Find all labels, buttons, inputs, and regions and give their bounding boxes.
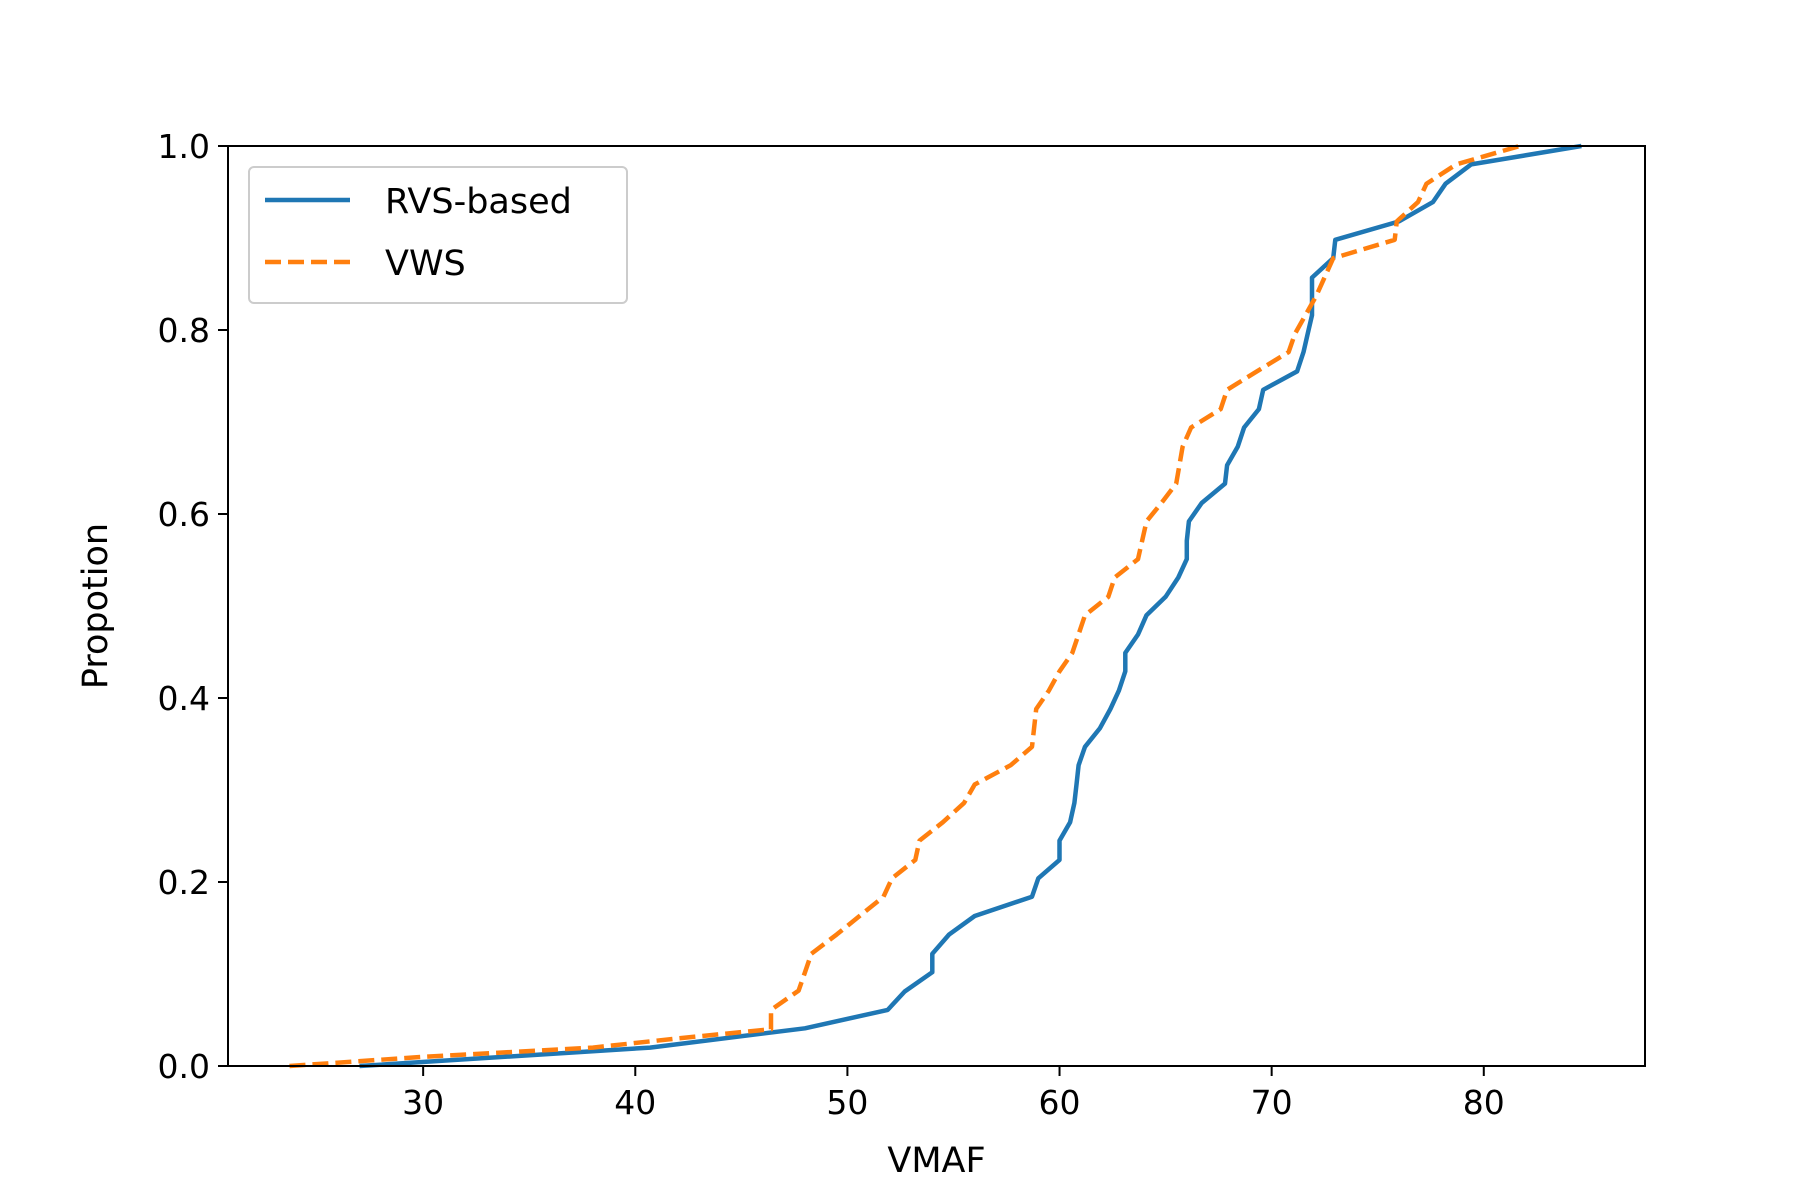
y-tick-label: 0.4	[158, 679, 210, 718]
y-tick-label: 0.2	[158, 863, 210, 902]
y-axis-ticks: 0.0 0.2 0.4 0.6 0.8 1.0	[158, 127, 228, 1086]
y-tick-label: 0.0	[158, 1047, 210, 1086]
y-axis-label: Propotion	[76, 523, 116, 689]
x-tick-label: 50	[826, 1083, 868, 1122]
x-axis-label: VMAF	[887, 1141, 985, 1181]
legend: RVS-based VWS	[248, 166, 628, 304]
plot-frame	[227, 145, 1646, 1067]
y-tick-label: 0.8	[158, 311, 210, 350]
y-tick-label: 0.6	[158, 495, 210, 534]
legend-label-vws: VWS	[385, 244, 466, 284]
x-tick-label: 30	[402, 1083, 444, 1122]
x-tick-label: 60	[1039, 1083, 1081, 1122]
x-axis-ticks: 30 40 50 60 70 80	[402, 1066, 1505, 1122]
series-line-vws	[289, 143, 1521, 1069]
series-layer	[289, 143, 1582, 1069]
y-tick-label: 1.0	[158, 127, 210, 166]
x-tick-label: 80	[1463, 1083, 1505, 1122]
x-tick-label: 40	[614, 1083, 656, 1122]
x-tick-label: 70	[1251, 1083, 1293, 1122]
legend-label-rvs-based: RVS-based	[385, 182, 572, 222]
